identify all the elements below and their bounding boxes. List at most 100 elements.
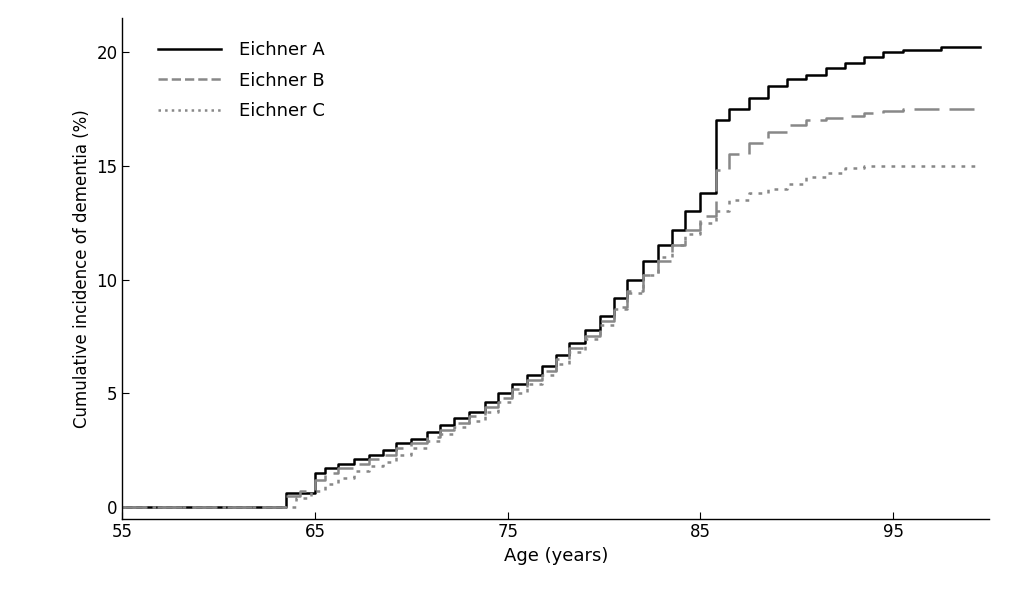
Eichner C bbox=[478, 408, 490, 415]
Eichner B bbox=[549, 356, 561, 363]
Eichner C bbox=[305, 488, 317, 495]
Eichner B bbox=[293, 488, 306, 495]
Eichner C bbox=[709, 208, 721, 215]
Eichner C bbox=[332, 474, 344, 481]
Eichner C bbox=[694, 219, 706, 226]
Eichner A bbox=[934, 44, 947, 51]
Eichner C bbox=[876, 162, 889, 169]
Eichner A bbox=[447, 415, 460, 422]
Eichner B bbox=[607, 303, 620, 311]
Eichner C bbox=[857, 162, 869, 169]
Eichner C bbox=[363, 462, 375, 470]
Eichner B bbox=[309, 476, 321, 483]
Eichner C bbox=[722, 196, 735, 203]
Eichner A bbox=[679, 208, 691, 215]
Eichner A bbox=[694, 190, 706, 197]
Eichner A bbox=[896, 46, 908, 53]
Eichner B bbox=[636, 271, 648, 278]
Eichner B bbox=[761, 128, 773, 135]
Eichner C bbox=[389, 451, 401, 458]
Eichner A bbox=[463, 408, 475, 415]
Line: Eichner A: Eichner A bbox=[122, 48, 979, 507]
Eichner A bbox=[363, 451, 375, 458]
Eichner B bbox=[896, 105, 908, 113]
Eichner C bbox=[347, 467, 360, 474]
Eichner A bbox=[621, 276, 633, 283]
Eichner C bbox=[562, 349, 575, 356]
Eichner A bbox=[742, 94, 754, 101]
Eichner A bbox=[651, 242, 663, 249]
Eichner B bbox=[332, 465, 344, 472]
X-axis label: Age (years): Age (years) bbox=[503, 547, 607, 565]
Eichner B bbox=[781, 121, 793, 128]
Eichner A bbox=[536, 362, 548, 370]
Eichner A bbox=[607, 294, 620, 302]
Eichner A bbox=[280, 490, 292, 497]
Legend: Eichner A, Eichner B, Eichner C: Eichner A, Eichner B, Eichner C bbox=[149, 32, 333, 129]
Eichner B bbox=[376, 451, 388, 458]
Eichner B bbox=[664, 242, 677, 249]
Eichner A bbox=[915, 46, 927, 53]
Eichner C bbox=[896, 162, 908, 169]
Eichner A bbox=[664, 226, 677, 233]
Eichner A bbox=[549, 351, 561, 358]
Eichner A bbox=[709, 117, 721, 124]
Eichner A bbox=[761, 83, 773, 90]
Eichner C bbox=[376, 458, 388, 465]
Eichner A bbox=[973, 44, 985, 51]
Eichner C bbox=[405, 445, 417, 452]
Eichner B bbox=[363, 456, 375, 463]
Eichner B bbox=[505, 385, 518, 392]
Eichner C bbox=[636, 271, 648, 278]
Eichner A bbox=[293, 490, 306, 497]
Eichner C bbox=[818, 169, 830, 176]
Eichner B bbox=[491, 395, 503, 402]
Eichner B bbox=[722, 151, 735, 158]
Eichner A bbox=[309, 470, 321, 477]
Eichner B bbox=[116, 504, 128, 511]
Eichner A bbox=[876, 48, 889, 55]
Eichner B bbox=[389, 445, 401, 452]
Eichner B bbox=[347, 460, 360, 467]
Eichner A bbox=[505, 381, 518, 388]
Eichner B bbox=[679, 226, 691, 233]
Eichner C bbox=[679, 231, 691, 238]
Eichner B bbox=[420, 433, 432, 440]
Eichner A bbox=[857, 53, 869, 60]
Eichner A bbox=[800, 71, 812, 78]
Line: Eichner B: Eichner B bbox=[122, 109, 979, 507]
Eichner B bbox=[800, 117, 812, 124]
Eichner C bbox=[973, 162, 985, 169]
Eichner B bbox=[578, 333, 590, 340]
Eichner C bbox=[549, 360, 561, 367]
Eichner B bbox=[521, 376, 533, 383]
Eichner B bbox=[562, 344, 575, 352]
Eichner C bbox=[521, 381, 533, 388]
Eichner C bbox=[318, 481, 330, 488]
Eichner C bbox=[781, 181, 793, 188]
Eichner A bbox=[521, 371, 533, 378]
Eichner C bbox=[536, 371, 548, 378]
Line: Eichner C: Eichner C bbox=[122, 166, 979, 507]
Eichner B bbox=[621, 287, 633, 294]
Eichner A bbox=[722, 105, 735, 113]
Eichner B bbox=[857, 110, 869, 117]
Eichner C bbox=[505, 390, 518, 397]
Eichner C bbox=[116, 504, 128, 511]
Eichner C bbox=[742, 190, 754, 197]
Eichner C bbox=[800, 173, 812, 181]
Eichner C bbox=[607, 306, 620, 313]
Eichner A bbox=[116, 504, 128, 511]
Eichner C bbox=[447, 424, 460, 431]
Eichner C bbox=[289, 495, 302, 502]
Eichner A bbox=[420, 429, 432, 436]
Eichner A bbox=[434, 421, 446, 429]
Eichner B bbox=[447, 420, 460, 427]
Eichner A bbox=[636, 258, 648, 265]
Eichner B bbox=[536, 367, 548, 374]
Eichner A bbox=[318, 465, 330, 472]
Eichner B bbox=[709, 167, 721, 174]
Eichner B bbox=[742, 139, 754, 147]
Eichner B bbox=[478, 403, 490, 411]
Eichner C bbox=[934, 162, 947, 169]
